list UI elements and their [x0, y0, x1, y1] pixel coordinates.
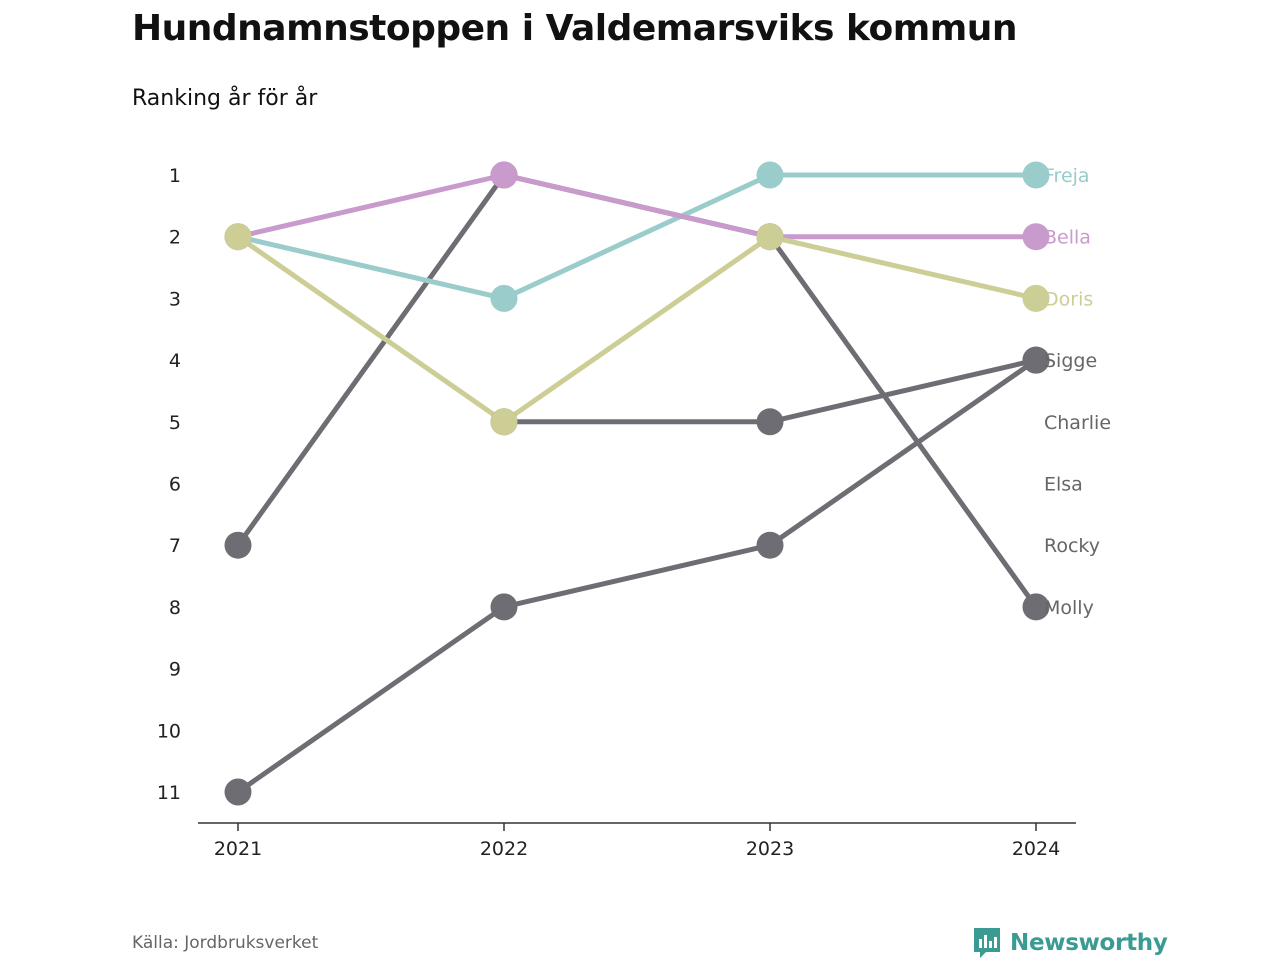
series-lines	[235, 172, 1039, 795]
series-line-sigge	[235, 357, 1039, 795]
end-label-molly: Molly	[1044, 597, 1094, 619]
end-label-sigge: Sigge	[1044, 350, 1097, 372]
point-charlie	[1022, 346, 1050, 374]
x-tick-label: 2022	[480, 838, 528, 860]
x-axis: 2021 2022 2023 2024	[198, 822, 1076, 860]
point-freja	[490, 284, 518, 312]
y-tick-label: 8	[169, 597, 181, 619]
y-axis-ticks: 1 2 3 4 5 6 7 8 9 10 11	[157, 165, 181, 804]
series-line-molly	[235, 172, 1039, 610]
point-molly	[224, 531, 252, 559]
x-tick-label: 2023	[746, 838, 794, 860]
y-tick-label: 9	[169, 659, 181, 681]
end-labels: Freja Bella Doris Sigge Charlie Elsa Rocky Moll…	[1044, 165, 1111, 619]
source-note: Källa: Jordbruksverket	[132, 933, 319, 953]
end-label-bella: Bella	[1044, 227, 1091, 249]
x-tick-label: 2021	[214, 838, 262, 860]
point-freja	[1022, 161, 1050, 189]
end-label-freja: Freja	[1044, 165, 1090, 187]
point-molly	[1022, 593, 1050, 621]
point-bella	[490, 161, 518, 189]
brand-name: Newsworthy	[1010, 930, 1168, 956]
point-freja	[756, 161, 784, 189]
point-sigge	[490, 593, 518, 621]
point-sigge	[756, 531, 784, 559]
series-line-freja	[235, 172, 1039, 301]
point-bella	[1022, 223, 1050, 251]
y-tick-label: 3	[169, 288, 181, 310]
y-tick-label: 2	[169, 227, 181, 249]
point-charlie	[756, 408, 784, 436]
point-doris	[1022, 284, 1050, 312]
y-tick-label: 5	[169, 412, 181, 434]
series-line-doris	[235, 234, 1039, 425]
series-line-bella	[235, 172, 1039, 240]
newsworthy-logo-icon	[974, 928, 1000, 958]
y-tick-label: 10	[157, 720, 181, 742]
chart-title: Hundnamnstoppen i Valdemarsviks kommun	[132, 8, 1017, 49]
end-label-doris: Doris	[1044, 288, 1093, 310]
y-tick-label: 4	[169, 350, 181, 372]
end-label-charlie: Charlie	[1044, 412, 1111, 434]
end-label-elsa: Elsa	[1044, 474, 1083, 496]
brand-logo[interactable]: Newsworthy	[972, 926, 1168, 960]
chart-subtitle: Ranking år för år	[132, 86, 318, 111]
y-tick-label: 6	[169, 474, 181, 496]
point-doris	[756, 223, 784, 251]
series-points	[224, 161, 1050, 806]
x-tick-label: 2024	[1012, 838, 1060, 860]
end-label-rocky: Rocky	[1044, 535, 1100, 557]
point-doris	[490, 408, 518, 436]
point-sigge	[224, 778, 252, 806]
y-tick-label: 7	[169, 535, 181, 557]
y-tick-label: 11	[157, 782, 181, 804]
y-tick-label: 1	[169, 165, 181, 187]
point-doris	[224, 223, 252, 251]
